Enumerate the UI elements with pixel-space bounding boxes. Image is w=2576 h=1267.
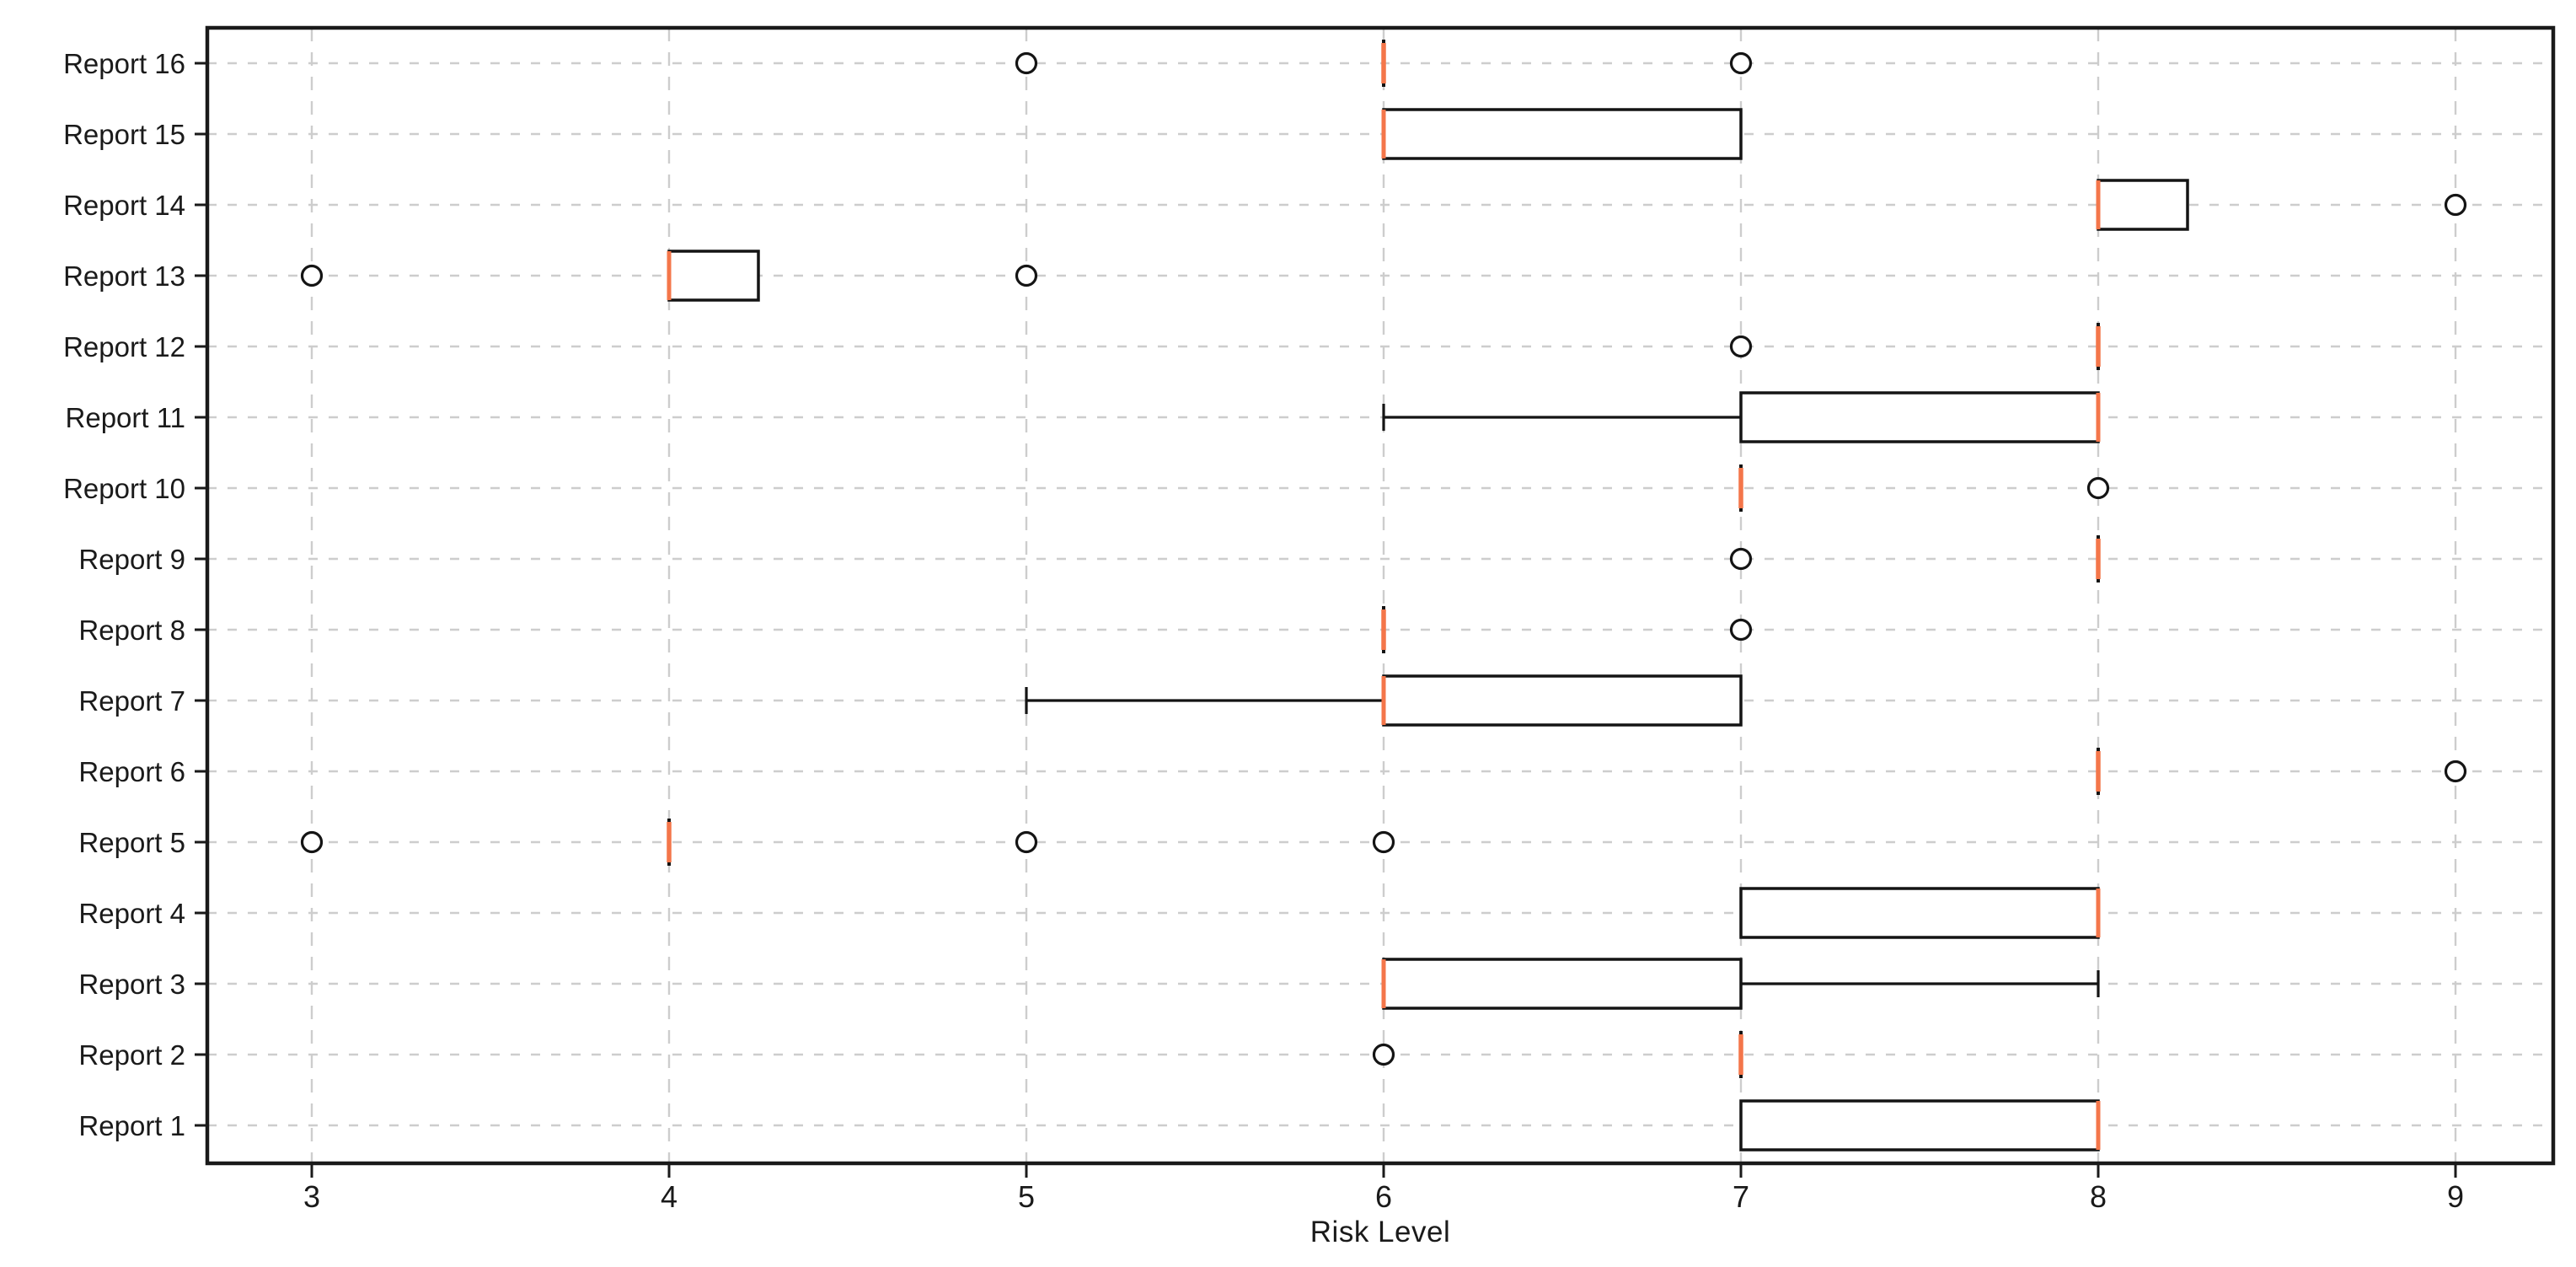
- x-tick-label: 5: [1018, 1179, 1035, 1214]
- x-tick-label: 7: [1733, 1179, 1749, 1214]
- y-tick-label: Report 9: [78, 544, 185, 575]
- outlier-marker: [2444, 760, 2467, 783]
- y-tick-label: Report 7: [78, 685, 185, 717]
- x-tick-label: 6: [1375, 1179, 1392, 1214]
- y-tick-label: Report 8: [78, 615, 185, 646]
- outlier-marker: [1729, 618, 1753, 642]
- outlier-marker: [2444, 193, 2467, 217]
- y-tick-label: Report 2: [78, 1039, 185, 1071]
- y-tick-label: Report 16: [63, 48, 185, 79]
- outlier-marker: [2086, 476, 2110, 500]
- box: [1382, 674, 1743, 727]
- x-axis-title: Risk Level: [1309, 1216, 1451, 1248]
- y-tick-label: Report 6: [78, 756, 185, 787]
- y-tick-label: Report 13: [63, 260, 185, 292]
- outlier-marker: [1372, 1043, 1395, 1066]
- y-tick-label: Report 5: [78, 827, 185, 858]
- x-tick-label: 9: [2447, 1179, 2464, 1214]
- outlier-marker: [300, 264, 324, 287]
- box: [1739, 1099, 2100, 1152]
- y-tick-label: Report 15: [63, 119, 185, 150]
- y-tick-label: Report 10: [63, 473, 185, 504]
- outlier-marker: [1015, 264, 1038, 287]
- y-tick-label: Report 14: [63, 190, 185, 221]
- outlier-marker: [300, 830, 324, 854]
- y-tick-label: Report 4: [78, 898, 185, 929]
- box: [1739, 391, 2100, 443]
- outlier-marker: [1015, 830, 1038, 854]
- box: [1382, 958, 1743, 1010]
- box: [2097, 179, 2189, 231]
- outlier-marker: [1015, 51, 1038, 75]
- box: [1382, 108, 1743, 160]
- box: [667, 250, 760, 302]
- y-tick-label: Report 3: [78, 969, 185, 1000]
- outlier-marker: [1729, 335, 1753, 358]
- x-tick-label: 3: [303, 1179, 320, 1214]
- y-tick-label: Report 11: [66, 402, 185, 433]
- outlier-marker: [1372, 830, 1395, 854]
- x-tick-label: 8: [2090, 1179, 2107, 1214]
- plot-border: [205, 25, 2556, 1166]
- y-tick-label: Report 12: [63, 331, 185, 362]
- box: [1739, 887, 2100, 939]
- y-tick-label: Report 1: [78, 1110, 185, 1141]
- outlier-marker: [1729, 51, 1753, 75]
- x-tick-label: 4: [661, 1179, 677, 1214]
- outlier-marker: [1729, 547, 1753, 571]
